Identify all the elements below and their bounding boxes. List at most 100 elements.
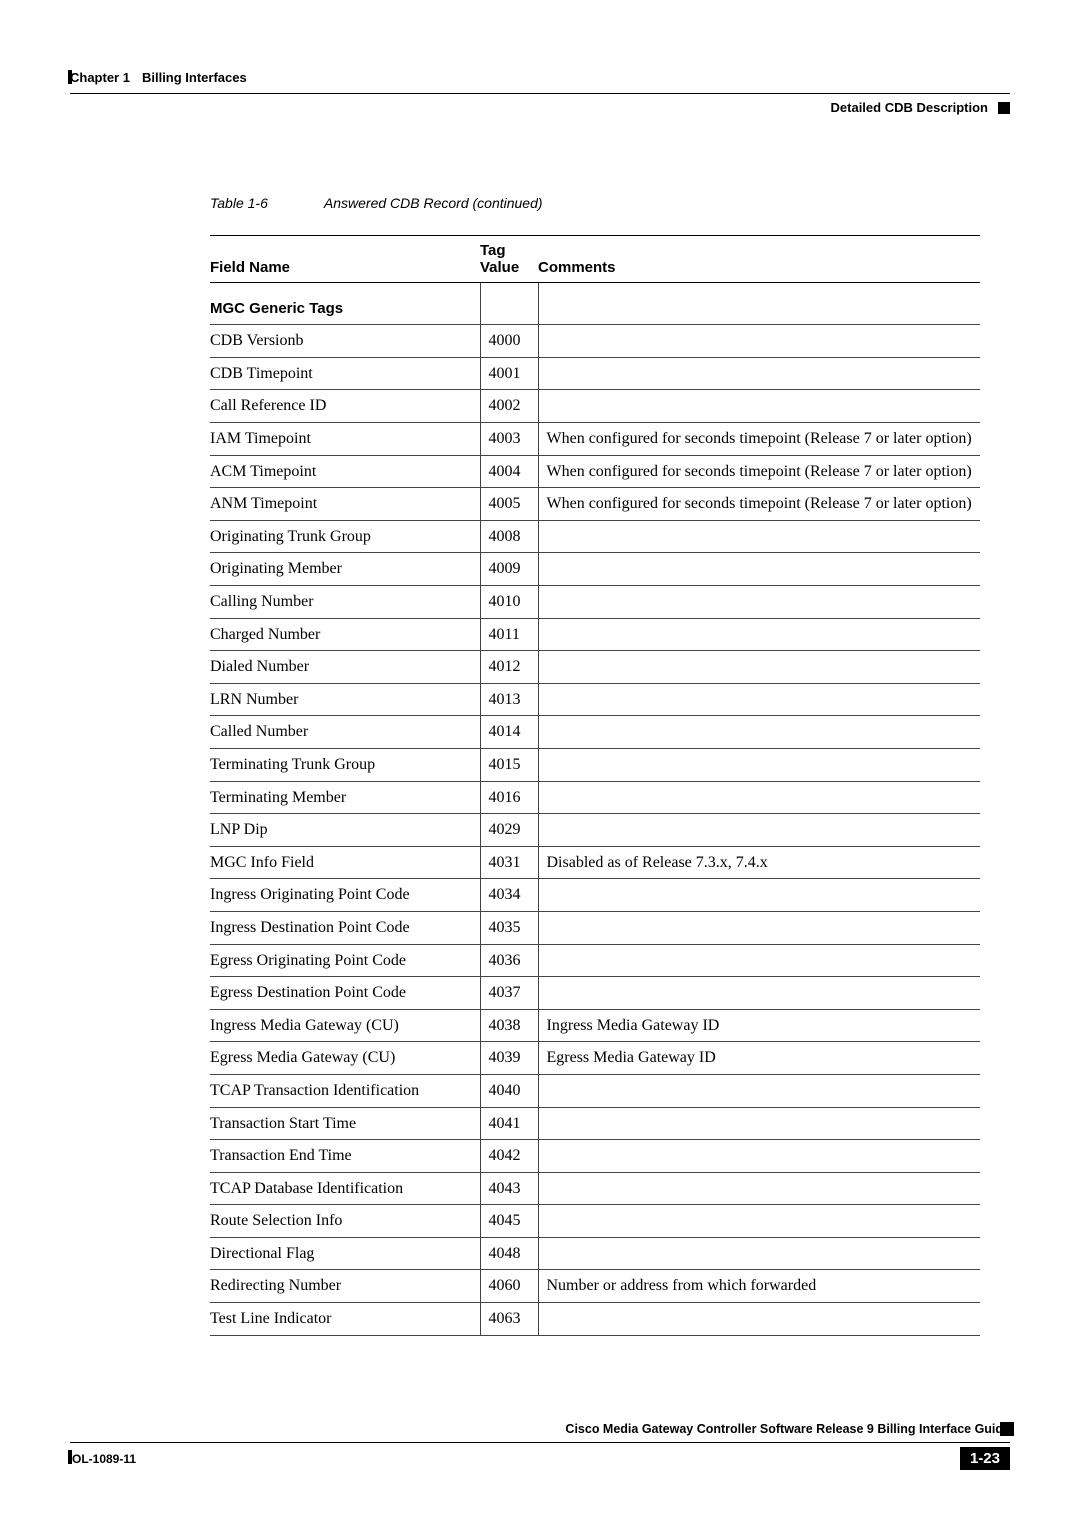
cell-comments: Disabled as of Release 7.3.x, 7.4.x	[538, 846, 980, 879]
cell-tag: 4014	[480, 716, 538, 749]
cell-comments: When configured for seconds timepoint (R…	[538, 488, 980, 521]
chapter-title: Billing Interfaces	[142, 70, 247, 85]
cell-comments	[538, 814, 980, 847]
cell-comments: When configured for seconds timepoint (R…	[538, 455, 980, 488]
table-row: LRN Number4013	[210, 683, 980, 716]
cell-comments	[538, 911, 980, 944]
doc-id-text: OL-1089-11	[72, 1452, 136, 1466]
table-row: Terminating Member4016	[210, 781, 980, 814]
table-title: Answered CDB Record (continued)	[324, 195, 543, 211]
cell-field: MGC Info Field	[210, 846, 480, 879]
table-row: Ingress Media Gateway (CU)4038Ingress Me…	[210, 1009, 980, 1042]
cell-field: Test Line Indicator	[210, 1303, 480, 1336]
cell-tag: 4005	[480, 488, 538, 521]
cell-field: Route Selection Info	[210, 1205, 480, 1238]
table-row: IAM Timepoint4003When configured for sec…	[210, 423, 980, 456]
cell-field: LRN Number	[210, 683, 480, 716]
cell-tag: 4016	[480, 781, 538, 814]
cell-field: Call Reference ID	[210, 390, 480, 423]
table-row: Test Line Indicator4063	[210, 1303, 980, 1336]
table-row: Ingress Originating Point Code4034	[210, 879, 980, 912]
col-header-comments: Comments	[538, 236, 980, 283]
cell-field: IAM Timepoint	[210, 423, 480, 456]
footer-row: OL-1089-11 1-23	[70, 1447, 1010, 1470]
cell-field: Originating Trunk Group	[210, 520, 480, 553]
page-number-badge: 1-23	[960, 1447, 1010, 1470]
table-row: Charged Number4011	[210, 618, 980, 651]
cell-field: Egress Destination Point Code	[210, 977, 480, 1010]
cell-tag: 4003	[480, 423, 538, 456]
cell-comments	[538, 944, 980, 977]
cell-field: Terminating Trunk Group	[210, 748, 480, 781]
cell-field: Transaction End Time	[210, 1140, 480, 1173]
section-com-cell	[538, 283, 980, 325]
cell-field: TCAP Transaction Identification	[210, 1074, 480, 1107]
table-row: Egress Media Gateway (CU)4039Egress Medi…	[210, 1042, 980, 1075]
header-rule	[70, 93, 1010, 94]
cell-tag: 4038	[480, 1009, 538, 1042]
cell-tag: 4037	[480, 977, 538, 1010]
cell-tag: 4034	[480, 879, 538, 912]
square-marker-icon	[1000, 1422, 1014, 1436]
table-row: Egress Destination Point Code4037	[210, 977, 980, 1010]
running-header: Chapter 1 Billing Interfaces	[70, 70, 1010, 85]
cell-comments	[538, 1303, 980, 1336]
table-row: Called Number4014	[210, 716, 980, 749]
footer-book-title: Cisco Media Gateway Controller Software …	[70, 1422, 1010, 1436]
cell-tag: 4011	[480, 618, 538, 651]
cell-comments	[538, 977, 980, 1010]
table-row: ANM Timepoint4005When configured for sec…	[210, 488, 980, 521]
cell-tag: 4039	[480, 1042, 538, 1075]
cell-field: Ingress Originating Point Code	[210, 879, 480, 912]
table-label: Table 1-6	[210, 195, 320, 211]
table-row: Egress Originating Point Code4036	[210, 944, 980, 977]
cell-tag: 4043	[480, 1172, 538, 1205]
cdb-table: Field Name Tag Value Comments MGC Generi…	[210, 235, 980, 1336]
cell-tag: 4041	[480, 1107, 538, 1140]
header-left: Chapter 1 Billing Interfaces	[70, 70, 247, 85]
table-row: TCAP Database Identification4043	[210, 1172, 980, 1205]
cell-field: Redirecting Number	[210, 1270, 480, 1303]
section-title: Detailed CDB Description	[831, 100, 988, 115]
cell-field: Directional Flag	[210, 1237, 480, 1270]
table-row: Redirecting Number4060Number or address …	[210, 1270, 980, 1303]
cell-comments	[538, 618, 980, 651]
cell-field: Ingress Destination Point Code	[210, 911, 480, 944]
footer-doc-id: OL-1089-11	[70, 1452, 136, 1466]
page-footer: Cisco Media Gateway Controller Software …	[70, 1422, 1010, 1470]
cell-field: CDB Versionb	[210, 325, 480, 358]
table-caption: Table 1-6 Answered CDB Record (continued…	[210, 195, 1010, 211]
cell-tag: 4040	[480, 1074, 538, 1107]
cell-comments	[538, 716, 980, 749]
cell-field: LNP Dip	[210, 814, 480, 847]
cell-comments	[538, 781, 980, 814]
cell-tag: 4012	[480, 651, 538, 684]
table-row: Call Reference ID4002	[210, 390, 980, 423]
table-row: Transaction End Time4042	[210, 1140, 980, 1173]
table-row: MGC Info Field4031Disabled as of Release…	[210, 846, 980, 879]
cell-comments: Number or address from which forwarded	[538, 1270, 980, 1303]
cell-field: Egress Media Gateway (CU)	[210, 1042, 480, 1075]
cell-field: ANM Timepoint	[210, 488, 480, 521]
col-header-tag-line2: Value	[480, 259, 519, 276]
table-row: Ingress Destination Point Code4035	[210, 911, 980, 944]
cell-tag: 4002	[480, 390, 538, 423]
cell-tag: 4048	[480, 1237, 538, 1270]
cell-comments	[538, 357, 980, 390]
table-row: Transaction Start Time4041	[210, 1107, 980, 1140]
crop-mark-icon	[68, 70, 72, 84]
cell-comments	[538, 1140, 980, 1173]
cell-field: Egress Originating Point Code	[210, 944, 480, 977]
cell-tag: 4036	[480, 944, 538, 977]
cell-field: Charged Number	[210, 618, 480, 651]
cell-comments	[538, 520, 980, 553]
cell-tag: 4008	[480, 520, 538, 553]
cell-tag: 4000	[480, 325, 538, 358]
page-content: Chapter 1 Billing Interfaces Detailed CD…	[70, 70, 1010, 1336]
cell-tag: 4042	[480, 1140, 538, 1173]
cell-tag: 4001	[480, 357, 538, 390]
table-row: Directional Flag4048	[210, 1237, 980, 1270]
table-row: CDB Timepoint4001	[210, 357, 980, 390]
cell-tag: 4035	[480, 911, 538, 944]
cell-tag: 4013	[480, 683, 538, 716]
